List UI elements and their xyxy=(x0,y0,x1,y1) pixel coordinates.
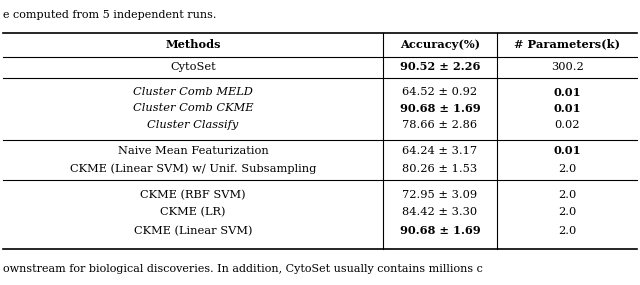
Text: 80.26 ± 1.53: 80.26 ± 1.53 xyxy=(403,164,477,174)
Text: 78.66 ± 2.86: 78.66 ± 2.86 xyxy=(403,120,477,130)
Text: 2.0: 2.0 xyxy=(558,207,576,217)
Text: Methods: Methods xyxy=(165,38,221,50)
Text: 2.0: 2.0 xyxy=(558,190,576,200)
Text: e computed from 5 independent runs.: e computed from 5 independent runs. xyxy=(3,10,216,20)
Text: 0.01: 0.01 xyxy=(553,146,581,156)
Text: Cluster Comb MELD: Cluster Comb MELD xyxy=(133,87,253,97)
Text: Naive Mean Featurization: Naive Mean Featurization xyxy=(118,146,268,156)
Text: CKME (RBF SVM): CKME (RBF SVM) xyxy=(140,190,246,200)
Text: 90.52 ± 2.26: 90.52 ± 2.26 xyxy=(400,62,480,72)
Text: CKME (Linear SVM): CKME (Linear SVM) xyxy=(134,226,252,236)
Text: CKME (Linear SVM) w/ Unif. Subsampling: CKME (Linear SVM) w/ Unif. Subsampling xyxy=(70,164,316,174)
Text: 90.68 ± 1.69: 90.68 ± 1.69 xyxy=(400,225,480,237)
Text: CKME (LR): CKME (LR) xyxy=(160,207,226,217)
Text: 64.24 ± 3.17: 64.24 ± 3.17 xyxy=(403,146,477,156)
Text: Cluster Comb CKME: Cluster Comb CKME xyxy=(132,103,253,113)
Text: 84.42 ± 3.30: 84.42 ± 3.30 xyxy=(403,207,477,217)
Text: 2.0: 2.0 xyxy=(558,164,576,174)
Text: 0.02: 0.02 xyxy=(554,120,580,130)
Text: ownstream for biological discoveries. In addition, CytoSet usually contains mill: ownstream for biological discoveries. In… xyxy=(3,264,483,274)
Text: 300.2: 300.2 xyxy=(550,62,584,72)
Text: 2.0: 2.0 xyxy=(558,226,576,236)
Text: 0.01: 0.01 xyxy=(553,87,581,97)
Text: 0.01: 0.01 xyxy=(553,103,581,113)
Text: Accuracy(%): Accuracy(%) xyxy=(400,38,480,50)
Text: 64.52 ± 0.92: 64.52 ± 0.92 xyxy=(403,87,477,97)
Text: CytoSet: CytoSet xyxy=(170,62,216,72)
Text: 90.68 ± 1.69: 90.68 ± 1.69 xyxy=(400,103,480,113)
Text: Cluster Classify: Cluster Classify xyxy=(147,120,239,130)
Text: 72.95 ± 3.09: 72.95 ± 3.09 xyxy=(403,190,477,200)
Text: # Parameters(k): # Parameters(k) xyxy=(514,38,620,50)
